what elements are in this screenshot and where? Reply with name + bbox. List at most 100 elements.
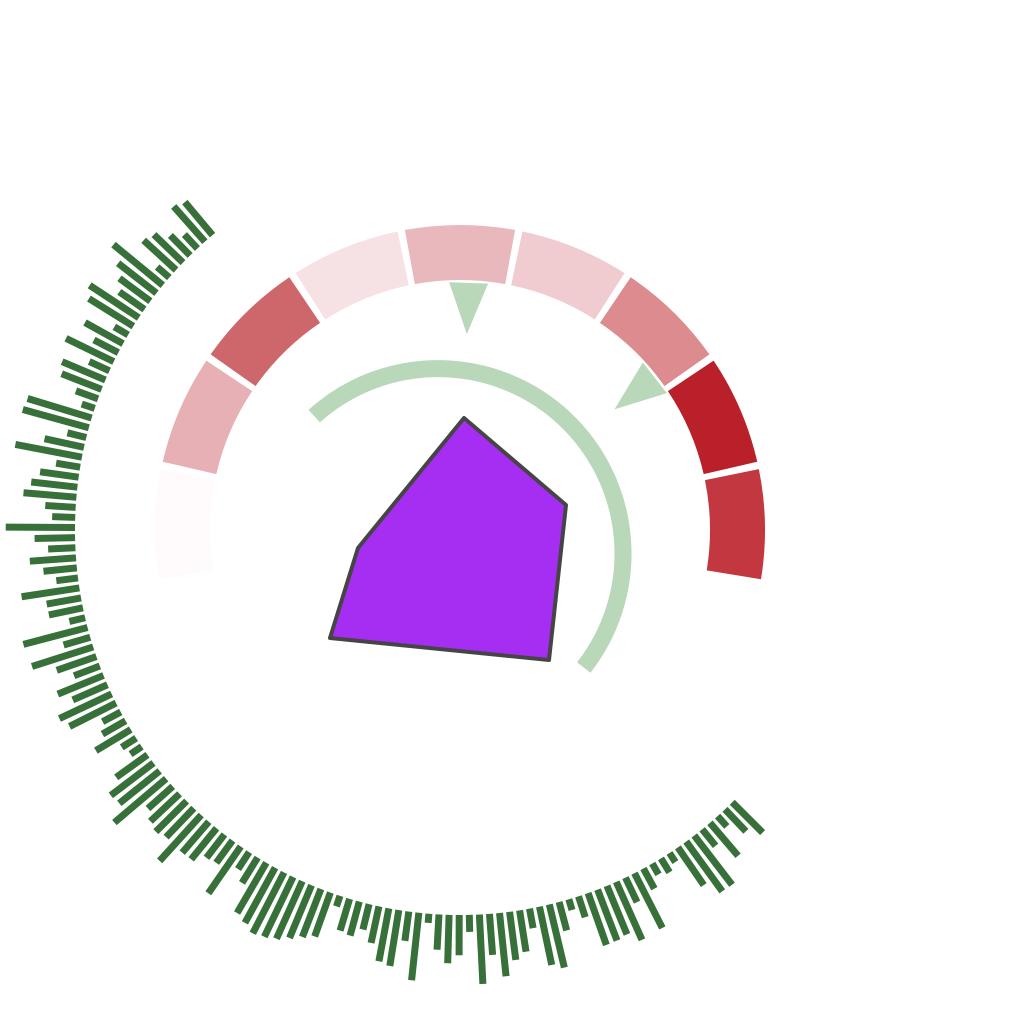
spike-bar bbox=[52, 513, 76, 521]
spike-bar bbox=[87, 358, 111, 374]
spike-bar bbox=[594, 888, 621, 942]
spike-bar bbox=[154, 264, 172, 281]
spike-bar bbox=[179, 819, 212, 855]
spike-bar bbox=[367, 905, 383, 944]
spike-bar bbox=[14, 440, 83, 461]
spike-bar bbox=[43, 435, 85, 451]
spike-bar bbox=[60, 358, 107, 384]
spike-bar bbox=[433, 914, 443, 950]
spike-bar bbox=[157, 812, 204, 864]
spike-bar bbox=[30, 478, 78, 491]
spike-bar bbox=[80, 400, 96, 412]
spike-bar bbox=[526, 908, 537, 929]
spike-bar bbox=[565, 898, 576, 912]
spike-bar bbox=[386, 909, 403, 967]
spike-bar bbox=[261, 875, 297, 939]
spike-bar bbox=[74, 387, 100, 403]
spike-bar bbox=[100, 708, 123, 725]
spike-bar bbox=[631, 871, 666, 930]
spike-bar bbox=[43, 564, 78, 575]
spike-bar bbox=[401, 911, 413, 942]
spike-bar bbox=[83, 319, 125, 347]
spike-bar bbox=[115, 260, 159, 296]
spike-bar bbox=[128, 743, 144, 758]
spike-bar bbox=[555, 901, 571, 932]
spike-bar bbox=[119, 735, 138, 751]
heat-segment bbox=[667, 360, 758, 475]
spike-bar bbox=[21, 406, 90, 432]
spike-bar bbox=[203, 832, 228, 860]
spike-bar bbox=[675, 845, 707, 888]
spike-bar bbox=[60, 370, 103, 393]
spike-bar bbox=[92, 336, 120, 356]
spike-bar bbox=[55, 653, 98, 674]
spike-bar bbox=[575, 895, 589, 919]
spike-bar bbox=[311, 891, 334, 938]
heat-ring bbox=[155, 225, 765, 580]
spike-bar bbox=[117, 288, 147, 313]
spike-bar bbox=[424, 913, 433, 924]
spike-bar bbox=[234, 860, 270, 915]
spike-bar bbox=[506, 911, 520, 961]
spike-bar bbox=[66, 429, 88, 441]
spike-bar bbox=[56, 672, 105, 698]
spike-bar bbox=[87, 295, 136, 330]
spike-bar bbox=[151, 232, 186, 266]
spike-bar bbox=[55, 574, 79, 585]
spike-bar bbox=[691, 833, 735, 887]
spike-bar bbox=[516, 909, 530, 953]
progress-pointer bbox=[449, 282, 489, 335]
spike-bar bbox=[722, 806, 749, 834]
spike-bar bbox=[649, 861, 662, 877]
spike-bar bbox=[249, 870, 288, 935]
spike-bar bbox=[112, 776, 169, 826]
spike-bar bbox=[72, 662, 102, 680]
spike-bar bbox=[47, 544, 76, 553]
spike-bar bbox=[148, 791, 182, 824]
spike-bar bbox=[100, 717, 128, 738]
spike-bar bbox=[333, 894, 344, 908]
spike-bar bbox=[112, 323, 130, 338]
spike-bar bbox=[239, 855, 261, 885]
heat-segment bbox=[295, 231, 409, 320]
heat-segment bbox=[599, 277, 710, 387]
spike-bar bbox=[117, 275, 153, 305]
spike-bar bbox=[286, 883, 315, 940]
spike-bar bbox=[683, 839, 726, 894]
spike-bar bbox=[241, 866, 279, 925]
spike-bar bbox=[117, 768, 162, 807]
spike-bar bbox=[29, 554, 77, 565]
spike-bar bbox=[496, 912, 510, 977]
center-shape bbox=[328, 416, 568, 662]
spike-bar bbox=[94, 726, 133, 754]
spike-bar bbox=[171, 204, 208, 244]
heat-segment bbox=[404, 225, 516, 285]
spike-bar bbox=[475, 914, 487, 985]
spike-bar bbox=[603, 884, 631, 936]
spike-bar bbox=[145, 783, 176, 812]
spike-bar bbox=[640, 866, 658, 891]
spike-bar bbox=[141, 237, 179, 273]
spike-bar bbox=[536, 905, 556, 966]
spike-bar bbox=[87, 282, 141, 321]
spike-bar bbox=[21, 584, 80, 601]
spike-bar bbox=[62, 633, 92, 649]
spike-bar bbox=[114, 751, 150, 781]
heat-segment bbox=[162, 360, 253, 475]
spike-bar bbox=[699, 827, 719, 849]
spike-bar bbox=[182, 199, 216, 238]
spike-bar bbox=[64, 335, 116, 365]
heat-segment bbox=[511, 231, 625, 320]
spike-bar bbox=[46, 594, 82, 608]
spike-bar bbox=[153, 798, 190, 835]
spike-bar bbox=[666, 851, 679, 864]
spike-bar bbox=[336, 897, 353, 932]
spike-bar bbox=[235, 850, 253, 871]
heat-segment bbox=[155, 469, 216, 580]
spike-bar bbox=[181, 232, 200, 251]
spike-bar bbox=[485, 913, 497, 956]
spike-bar bbox=[622, 876, 641, 904]
spike-ring bbox=[5, 199, 766, 985]
spike-bar bbox=[111, 241, 166, 288]
spike-bar bbox=[26, 395, 93, 422]
